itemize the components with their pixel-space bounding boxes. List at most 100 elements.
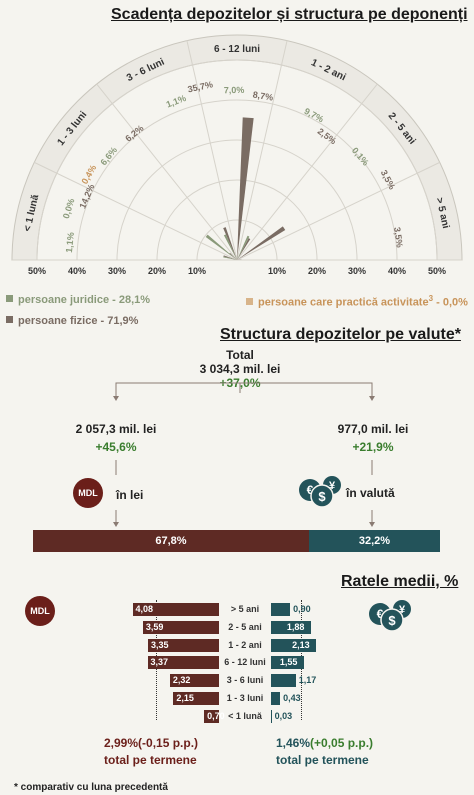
- polar-axis-tick: 10%: [188, 266, 206, 276]
- polar-value-label: 3,5%: [392, 226, 405, 248]
- rate-term-label: 6 - 12 luni: [224, 657, 266, 668]
- share-valuta-label: 32,2%: [358, 535, 391, 547]
- rate-bar-fx: [271, 656, 304, 670]
- polar-sector-divider: [236, 40, 288, 261]
- valuta-block: 977,0 mil. lei +21,9%: [318, 422, 428, 454]
- rate-term-label: 1 - 3 luni: [226, 693, 264, 703]
- foreign-currency-icon: € ¥ $: [299, 476, 341, 508]
- polar-sector-divider: [236, 161, 440, 261]
- total-mdl-block: 2,99%(-0,15 p.p.) total pe termene: [104, 736, 198, 767]
- rate-term-label: 1 - 2 ani: [228, 639, 262, 650]
- total-label: Total: [226, 348, 254, 362]
- polar-sector-divider: [96, 83, 238, 261]
- svg-text:€: €: [307, 483, 314, 497]
- polar-wedge-0: [237, 226, 286, 260]
- polar-value-label: 8,7%: [252, 90, 274, 103]
- polar-wedge-0: [223, 255, 237, 260]
- polar-value-label: 1,1%: [64, 232, 76, 253]
- polar-sector-divider: [34, 161, 238, 261]
- polar-axis-tick: 30%: [108, 266, 126, 276]
- total-fx-change: (+0,05 p.p.): [310, 736, 374, 750]
- rate-term-label: < 1 lună: [228, 710, 262, 721]
- rates-foreign-currency-icon: € ¥ $: [369, 600, 411, 632]
- legend-fizice: persoane fizice - 71,9%: [6, 315, 138, 327]
- rate-bar-mdl: [147, 638, 219, 652]
- currency-structure-title: Structura depozitelor pe valute*: [220, 326, 461, 343]
- lei-label: în lei: [116, 488, 144, 502]
- total-mdl-label: total pe termene: [104, 753, 197, 767]
- total-fx-label: total pe termene: [276, 753, 369, 767]
- rate-value-fx: 2,13: [292, 639, 310, 650]
- rate-term-label: 2 - 5 ani: [228, 621, 262, 632]
- mdl-badge-icon: MDL: [73, 478, 103, 508]
- total-fx-rate: 1,46%: [276, 736, 311, 750]
- valuta-change: +21,9%: [352, 440, 394, 454]
- rate-bar-fx: [271, 674, 296, 688]
- legend-activitate-value: - 0,0%: [433, 296, 468, 309]
- total-block: Total 3 034,3 mil. lei +37,0%: [180, 348, 300, 390]
- legend-juridice-label: persoane juridice - 28,1%: [18, 294, 151, 306]
- legend-activitate: persoane care practică activitate3 - 0,0…: [246, 294, 468, 309]
- valuta-value: 977,0 mil. lei: [337, 422, 409, 436]
- polar-wedge-1: [237, 235, 250, 260]
- polar-wedge-1: [205, 234, 237, 260]
- rate-value-fx: 1,88: [286, 621, 305, 632]
- rate-bar-mdl: [142, 620, 219, 634]
- rate-bar-fx: [271, 692, 281, 705]
- total-mdl-rate: 2,99%: [104, 736, 139, 750]
- polar-wedge-0: [223, 227, 237, 260]
- polar-axis-tick: 20%: [148, 266, 166, 276]
- polar-grid-arc: [36, 59, 438, 261]
- rate-value-mdl: 4,08: [135, 604, 154, 614]
- legend-activitate-label: persoane care practică activitate: [258, 296, 429, 309]
- rates-mdl-badge-icon: MDL: [25, 596, 55, 626]
- rate-value-fx: 0,90: [293, 604, 311, 614]
- polar-axis-tick: 10%: [268, 266, 286, 276]
- svg-text:¥: ¥: [399, 604, 406, 616]
- rate-bar-fx: [271, 638, 317, 652]
- polar-wedge-0: [237, 238, 251, 260]
- polar-wedge-1: [223, 256, 237, 260]
- rate-value-mdl: 3,37: [150, 657, 169, 668]
- rate-value-fx: 0,43: [283, 693, 301, 703]
- svg-text:$: $: [388, 613, 396, 628]
- share-bar-valuta: 32,2%: [308, 530, 440, 552]
- valuta-label: în valută: [346, 486, 395, 500]
- polar-axis-tick: 50%: [428, 266, 446, 276]
- svg-text:€: €: [377, 607, 384, 621]
- polar-wedge-0: [237, 259, 242, 260]
- polar-sector-label: 6 - 12 luni: [214, 44, 260, 55]
- rate-bar-mdl: [173, 692, 219, 705]
- polar-wedge-0: [237, 117, 254, 261]
- total-mdl-change: (-0,15 p.p.): [138, 736, 199, 750]
- currency-share-bar: 67,8% 32,2%: [33, 530, 440, 552]
- rate-value-fx: 0,03: [274, 710, 293, 721]
- rate-value-mdl: 2,15: [176, 693, 194, 703]
- polar-grid-arc: [116, 139, 358, 261]
- rates-bar-chart: 4,08 > 5 ani 0,90 3,59 2 - 5 ani 1,88 3,35 1 - …: [132, 600, 317, 723]
- legend-fizice-swatch: [6, 316, 13, 323]
- rate-value-mdl: 0,70: [207, 710, 225, 721]
- svg-text:$: $: [318, 489, 326, 504]
- polar-value-label: 7,0%: [224, 85, 245, 95]
- svg-text:¥: ¥: [329, 480, 336, 492]
- lei-block: 2 057,3 mil. lei +45,6%: [56, 422, 176, 454]
- polar-sector-divider: [186, 40, 238, 261]
- rate-bar-mdl: [147, 656, 219, 670]
- rate-bar-fx: [271, 603, 291, 616]
- polar-axis-tick: 40%: [388, 266, 406, 276]
- polar-grid-arc: [76, 99, 398, 261]
- rates-title: Ratele medii, %: [341, 573, 459, 590]
- rate-value-mdl: 2,32: [172, 675, 191, 686]
- lei-value: 2 057,3 mil. lei: [75, 422, 157, 436]
- polar-axis-tick: 30%: [348, 266, 366, 276]
- rate-value-mdl: 3,59: [145, 621, 164, 632]
- polar-sector-divider: [236, 83, 378, 261]
- footnote: * comparativ cu luna precedentă: [14, 782, 168, 793]
- rate-value-fx: 1,55: [279, 657, 298, 668]
- rate-value-fx: 1,17: [298, 675, 317, 686]
- rate-bar-fx: [271, 620, 311, 634]
- share-lei-label: 67,8%: [155, 535, 187, 547]
- rate-bar-mdl: [132, 603, 219, 616]
